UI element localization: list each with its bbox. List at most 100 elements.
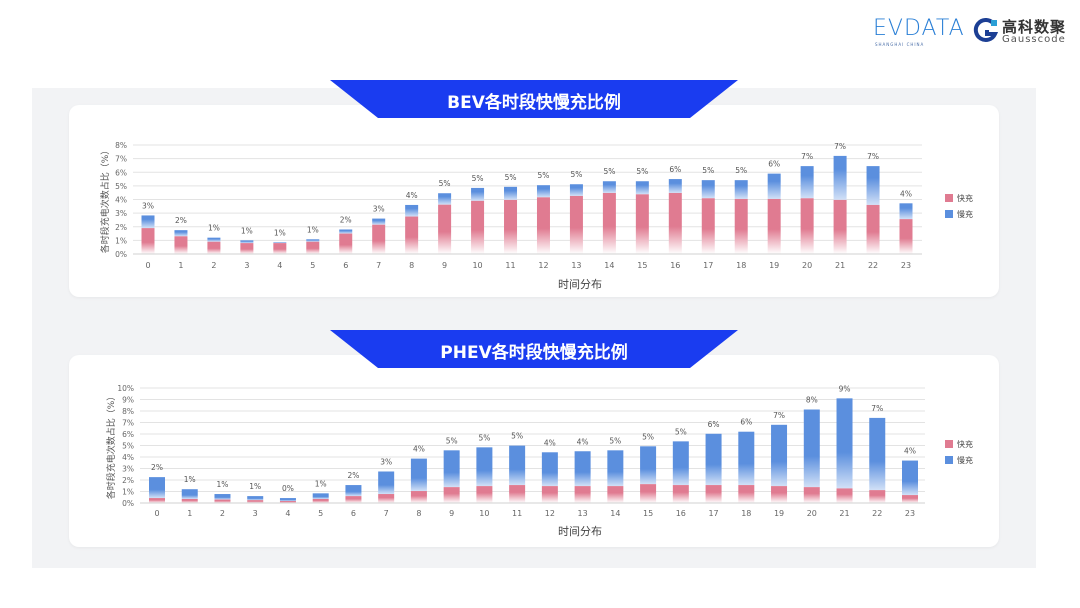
bar-slow-charge bbox=[339, 229, 353, 234]
banner-shape bbox=[330, 330, 738, 368]
y-tick-label: 3% bbox=[115, 209, 127, 218]
bar-fast-charge bbox=[866, 204, 880, 254]
bar-slow-charge bbox=[509, 445, 526, 486]
bar-fast-charge bbox=[149, 498, 165, 503]
bar-slow-charge bbox=[240, 240, 254, 244]
data-label: 0% bbox=[282, 484, 294, 493]
y-tick-label: 5% bbox=[122, 442, 134, 451]
bar-fast-charge bbox=[607, 486, 624, 503]
data-label: 2% bbox=[175, 216, 187, 225]
x-tick-label: 20 bbox=[807, 509, 817, 518]
x-tick-label: 7 bbox=[376, 261, 381, 270]
data-label: 4% bbox=[900, 189, 912, 198]
legend-slow-swatch bbox=[945, 210, 953, 218]
bar-slow-charge bbox=[207, 237, 221, 242]
data-label: 1% bbox=[274, 228, 286, 237]
legend-fast-swatch bbox=[945, 194, 953, 202]
x-tick-label: 3 bbox=[244, 261, 249, 270]
x-tick-label: 2 bbox=[211, 261, 216, 270]
data-label: 3% bbox=[142, 201, 154, 210]
bar-fast-charge bbox=[339, 233, 353, 254]
bar-slow-charge bbox=[738, 431, 755, 486]
x-tick-label: 21 bbox=[839, 509, 849, 518]
bar-fast-charge bbox=[574, 486, 591, 503]
x-tick-label: 7 bbox=[384, 509, 389, 518]
data-label: 5% bbox=[636, 167, 648, 176]
bar-fast-charge bbox=[471, 200, 485, 254]
bev-chart-title: BEV各时段快慢充比例 bbox=[447, 93, 621, 113]
x-tick-label: 4 bbox=[285, 509, 290, 518]
x-tick-label: 15 bbox=[643, 509, 653, 518]
y-tick-label: 4% bbox=[115, 196, 127, 205]
bar-slow-charge bbox=[443, 450, 460, 488]
bev-title-banner: BEV各时段快慢充比例 bbox=[330, 80, 738, 118]
x-tick-label: 13 bbox=[578, 509, 588, 518]
bar-fast-charge bbox=[438, 204, 452, 254]
data-label: 5% bbox=[538, 171, 550, 180]
y-tick-label: 8% bbox=[122, 407, 134, 416]
bar-fast-charge bbox=[569, 195, 583, 254]
y-tick-label: 10% bbox=[117, 384, 134, 393]
data-label: 6% bbox=[740, 418, 752, 427]
bar-fast-charge bbox=[345, 496, 362, 503]
data-label: 4% bbox=[406, 191, 418, 200]
x-tick-label: 12 bbox=[538, 261, 548, 270]
bar-fast-charge bbox=[672, 485, 689, 503]
bar-fast-charge bbox=[738, 485, 755, 503]
bar-fast-charge bbox=[410, 491, 427, 503]
data-label: 7% bbox=[773, 411, 785, 420]
x-tick-label: 0 bbox=[154, 509, 159, 518]
x-tick-label: 18 bbox=[736, 261, 746, 270]
data-label: 2% bbox=[347, 471, 359, 480]
data-label: 9% bbox=[839, 384, 851, 393]
legend-fast-swatch bbox=[945, 440, 953, 448]
legend-slow-label: 慢充 bbox=[957, 209, 973, 219]
x-axis-label: 时间分布 bbox=[558, 525, 602, 538]
data-label: 5% bbox=[511, 432, 523, 441]
bar-slow-charge bbox=[869, 417, 886, 491]
bar-fast-charge bbox=[174, 236, 188, 254]
data-label: 2% bbox=[151, 463, 163, 472]
x-tick-label: 6 bbox=[351, 509, 356, 518]
bar-fast-charge bbox=[378, 494, 395, 503]
bar-fast-charge bbox=[899, 219, 913, 254]
x-tick-label: 18 bbox=[741, 509, 751, 518]
bar-fast-charge bbox=[602, 192, 616, 254]
bar-fast-charge bbox=[214, 499, 231, 503]
bar-fast-charge bbox=[803, 487, 820, 503]
x-tick-label: 3 bbox=[253, 509, 258, 518]
bar-fast-charge bbox=[240, 243, 254, 254]
bar-slow-charge bbox=[640, 446, 657, 485]
y-tick-label: 5% bbox=[115, 182, 127, 191]
data-label: 5% bbox=[570, 170, 582, 179]
bar-fast-charge bbox=[306, 241, 320, 254]
bar-slow-charge bbox=[672, 441, 689, 486]
phev-title-banner: PHEV各时段快慢充比例 bbox=[330, 330, 738, 368]
bar-fast-charge bbox=[207, 241, 221, 254]
bar-slow-charge bbox=[866, 166, 880, 205]
bar-fast-charge bbox=[181, 498, 198, 503]
y-tick-label: 8% bbox=[115, 141, 127, 150]
x-tick-label: 17 bbox=[703, 261, 713, 270]
x-tick-label: 14 bbox=[610, 509, 620, 518]
bar-slow-charge bbox=[214, 494, 231, 500]
data-label: 5% bbox=[478, 433, 490, 442]
banner-shape bbox=[330, 80, 738, 118]
x-tick-label: 16 bbox=[670, 261, 680, 270]
bar-slow-charge bbox=[174, 230, 188, 237]
x-tick-label: 15 bbox=[637, 261, 647, 270]
bar-slow-charge bbox=[312, 493, 329, 499]
bar-slow-charge bbox=[607, 450, 624, 487]
bar-fast-charge bbox=[141, 228, 155, 254]
x-tick-label: 8 bbox=[409, 261, 414, 270]
bar-slow-charge bbox=[410, 458, 427, 492]
bar-slow-charge bbox=[378, 471, 395, 495]
data-label: 6% bbox=[708, 420, 720, 429]
x-axis-label: 时间分布 bbox=[558, 278, 602, 291]
bar-slow-charge bbox=[541, 452, 558, 487]
data-label: 1% bbox=[315, 479, 327, 488]
bar-fast-charge bbox=[476, 486, 493, 503]
bar-slow-charge bbox=[602, 181, 616, 193]
y-tick-label: 0% bbox=[115, 250, 127, 259]
